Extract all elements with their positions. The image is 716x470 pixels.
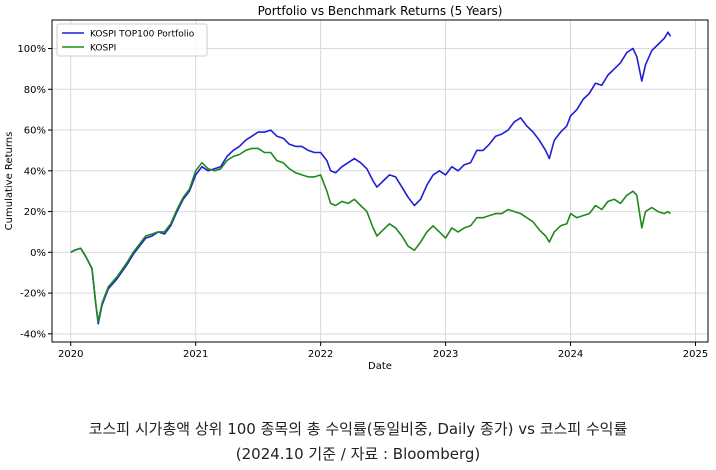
x-gridlines <box>70 20 697 342</box>
x-axis-label: Date <box>368 361 392 372</box>
y-tick-label: 0% <box>30 248 46 259</box>
portfolio-line <box>70 31 672 325</box>
caption-title: 코스피 시가총액 상위 100 종목의 총 수익률(동일비중, Daily 종가… <box>88 420 628 438</box>
y-tick-label: 40% <box>24 166 46 177</box>
y-tick-label: 100% <box>17 44 46 55</box>
y-axis-ticks: -40% -20% 0% 20% 40% 60% 80% 100% <box>17 44 52 340</box>
y-tick-label: 80% <box>24 85 46 96</box>
y-axis-label: Cumulative Returns <box>4 132 15 231</box>
plot-background <box>52 20 708 342</box>
caption-source: (2024.10 기준 / 자료 : Bloomberg) <box>235 445 481 463</box>
legend-label-kospi: KOSPI <box>90 44 116 54</box>
legend: KOSPI TOP100 Portfolio KOSPI <box>56 23 208 57</box>
x-axis-ticks: 2020 2021 2022 2023 2024 2025 <box>58 342 708 360</box>
x-tick-label: 2024 <box>558 349 583 360</box>
legend-box <box>56 23 208 57</box>
y-tick-label: -20% <box>20 289 46 300</box>
x-tick-label: 2025 <box>683 349 708 360</box>
y-tick-label: -40% <box>20 329 46 340</box>
x-tick-label: 2020 <box>58 349 83 360</box>
y-tick-label: 20% <box>24 207 46 218</box>
x-tick-label: 2022 <box>308 349 333 360</box>
plot-frame <box>51 19 709 343</box>
chart: 2020 2021 2022 2023 2024 2025 -40% -20% 0% 20% 40… <box>4 4 709 372</box>
series-lines <box>70 31 672 325</box>
legend-label-portfolio: KOSPI TOP100 Portfolio <box>90 30 195 40</box>
kospi-line <box>70 147 671 323</box>
x-tick-label: 2021 <box>183 349 208 360</box>
y-tick-label: 60% <box>24 126 46 137</box>
x-tick-label: 2023 <box>433 349 458 360</box>
chart-title: Portfolio vs Benchmark Returns (5 Years) <box>258 4 503 18</box>
